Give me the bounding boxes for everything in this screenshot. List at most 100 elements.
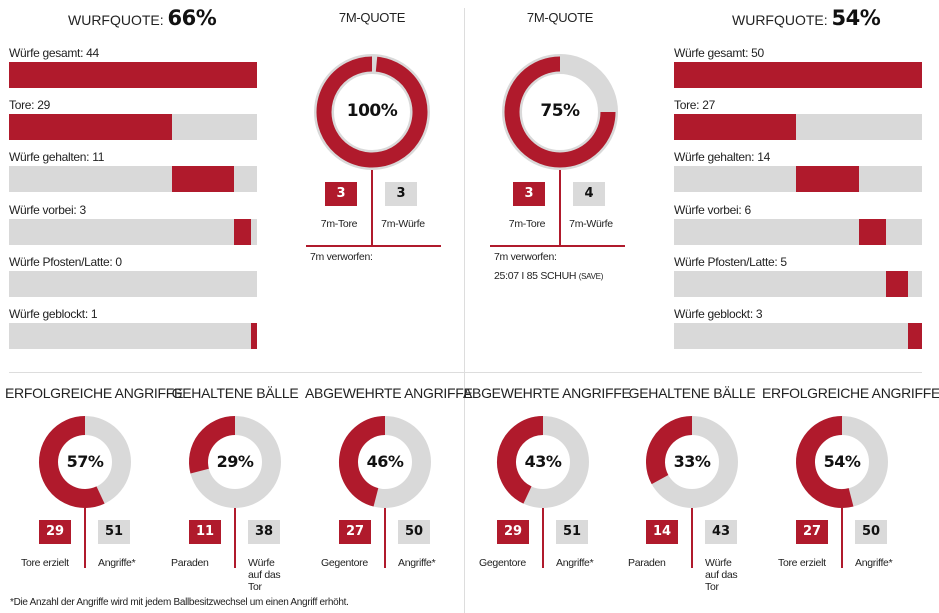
bar-label: Würfe Pfosten/Latte: 5 [674, 254, 787, 269]
donut-chart [39, 416, 131, 508]
away-7m-wuerfe: 4 [573, 182, 605, 206]
value-label-a: Paraden [628, 557, 666, 569]
home-7m-donut [314, 54, 430, 170]
bar-label: Würfe gesamt: 50 [674, 46, 764, 60]
value-label-a: Tore erzielt [778, 557, 826, 569]
bar-fill [172, 166, 235, 193]
7m-tore-label: 7m-Tore [508, 218, 546, 230]
donut-arc [646, 416, 693, 485]
donut-chart [497, 416, 589, 508]
bar-fill [795, 166, 859, 193]
7m-wuerfe-label: 7m-Würfe [381, 218, 425, 230]
value-label-a: Tore erzielt [21, 557, 69, 569]
value-label-b: Angriffe* [398, 557, 436, 569]
bar-label: Würfe Pfosten/Latte: 0 [9, 254, 122, 269]
value-box-a: 27 [339, 520, 371, 544]
home-7m-tore: 3 [325, 182, 357, 206]
donut-arc [796, 416, 854, 508]
divider-line [84, 508, 86, 568]
donut-arc [316, 56, 428, 168]
donut-title: ERFOLGREICHE ANGRIFFE [5, 385, 184, 401]
donut-title: GEHALTENE BÄLLE [171, 385, 299, 401]
7m-verworfen-label: 7m verworfen: [494, 251, 557, 263]
value-label-a: Gegentore [321, 557, 368, 569]
divider-line [306, 245, 441, 247]
donut-title: ABGEWEHRTE ANGRIFFE [463, 385, 631, 401]
bar-track [674, 323, 922, 349]
bar-label: Würfe gesamt: 44 [9, 46, 99, 60]
value-box-a: 11 [189, 520, 221, 544]
bar-track [9, 218, 257, 245]
donut-title: ABGEWEHRTE ANGRIFFE [305, 385, 473, 401]
donut-title: GEHALTENE BÄLLE [628, 385, 756, 401]
donut-arc [189, 416, 236, 474]
donut-chart [339, 416, 431, 508]
value-label-a: Gegentore [479, 557, 526, 569]
value-box-b: 51 [556, 520, 588, 544]
value-label-b: Würfe auf das Tor [705, 557, 738, 593]
divider-line [542, 508, 544, 568]
bar-fill [858, 218, 886, 245]
donut-chart [189, 416, 281, 508]
bar-label: Würfe vorbei: 3 [9, 202, 86, 217]
donut-percent: 57% [66, 452, 104, 472]
7m-verworfen-note: (SAVE) [578, 272, 604, 281]
donut-percent: 29% [216, 452, 254, 472]
donut-chart [646, 416, 738, 508]
bar-track [9, 270, 257, 297]
value-box-b: 38 [248, 520, 280, 544]
bar-label: Würfe geblockt: 1 [9, 307, 98, 321]
donut-percent: 75% [540, 101, 580, 122]
bar-label: Tore: 29 [9, 98, 50, 113]
bar-track [9, 166, 257, 193]
donut-arc [504, 56, 616, 168]
divider-line [559, 170, 561, 246]
value-box-b: 50 [855, 520, 887, 544]
bar-fill [234, 218, 252, 245]
value-box-a: 27 [796, 520, 828, 544]
value-box-a: 29 [39, 520, 71, 544]
divider-line [371, 170, 373, 246]
value-box-a: 29 [497, 520, 529, 544]
bar-track [9, 114, 257, 141]
footnote: *Die Anzahl der Angriffe wird mit jedem … [10, 597, 349, 608]
bar-track [674, 218, 922, 245]
7m-wuerfe-label: 7m-Würfe [569, 218, 613, 230]
bar-track [674, 62, 922, 88]
bar-track [674, 270, 922, 297]
bar-label: Würfe vorbei: 6 [674, 202, 751, 217]
7m-verworfen-label: 7m verworfen: [310, 251, 373, 263]
divider-line [691, 508, 693, 568]
donut-title: ERFOLGREICHE ANGRIFFE [762, 385, 939, 401]
bar-track [674, 166, 922, 193]
donut-chart [796, 416, 888, 508]
bar-track [674, 114, 922, 141]
center-divider [464, 8, 465, 613]
donut-percent: 33% [673, 452, 711, 472]
value-box-b: 50 [398, 520, 430, 544]
donut-arc [339, 416, 386, 507]
home-7m-wuerfe: 3 [385, 182, 417, 206]
value-label-b: Angriffe* [556, 557, 594, 569]
bar-label: Würfe gehalten: 14 [674, 150, 770, 165]
divider-line [384, 508, 386, 568]
section-divider [9, 372, 922, 373]
bar-fill [9, 114, 173, 141]
bar-fill [674, 62, 922, 88]
divider-line [841, 508, 843, 568]
bar-fill [885, 270, 909, 297]
away-wurfquote: WURFQUOTE: 54% [732, 6, 881, 30]
divider-line [234, 508, 236, 568]
bar-label: Würfe geblockt: 3 [674, 307, 763, 321]
away-7m-tore: 3 [513, 182, 545, 206]
value-box-b: 43 [705, 520, 737, 544]
donut-arc [497, 416, 544, 504]
7m-tore-label: 7m-Tore [320, 218, 358, 230]
donut-arc [39, 416, 105, 508]
divider-line [490, 245, 625, 247]
bar-track [9, 62, 257, 88]
value-label-b: Angriffe* [855, 557, 893, 569]
away-7m-donut [502, 54, 618, 170]
value-label-a: Paraden [171, 557, 209, 569]
donut-percent: 54% [823, 452, 861, 472]
